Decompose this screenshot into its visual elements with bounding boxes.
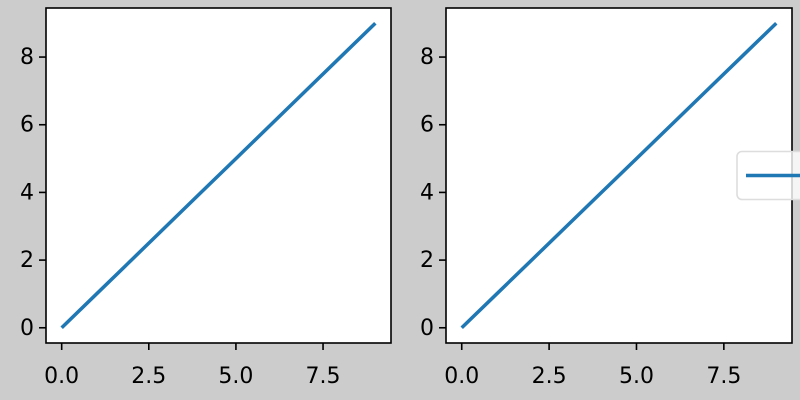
y-tick-label: 6 [20,113,34,138]
x-tick-label: 0.0 [44,364,79,389]
x-tick-label: 2.5 [532,364,567,389]
y-tick-label: 4 [20,180,34,205]
x-tick-label: 7.5 [306,364,341,389]
y-tick-label: 6 [420,113,434,138]
x-tick-label: 7.5 [706,364,741,389]
y-tick-label: 8 [20,45,34,70]
x-tick-label: 5.0 [218,364,253,389]
y-tick-label: 0 [20,316,34,341]
y-tick-label: 8 [420,45,434,70]
x-tick-label: 0.0 [444,364,479,389]
x-tick-label: 2.5 [131,364,166,389]
y-tick-label: 0 [420,316,434,341]
y-tick-label: 4 [420,180,434,205]
y-tick-label: 2 [420,248,434,273]
y-tick-label: 2 [20,248,34,273]
line-series [460,21,778,330]
line-series [60,21,377,330]
x-tick-label: 5.0 [619,364,654,389]
plot-frame [45,7,392,344]
